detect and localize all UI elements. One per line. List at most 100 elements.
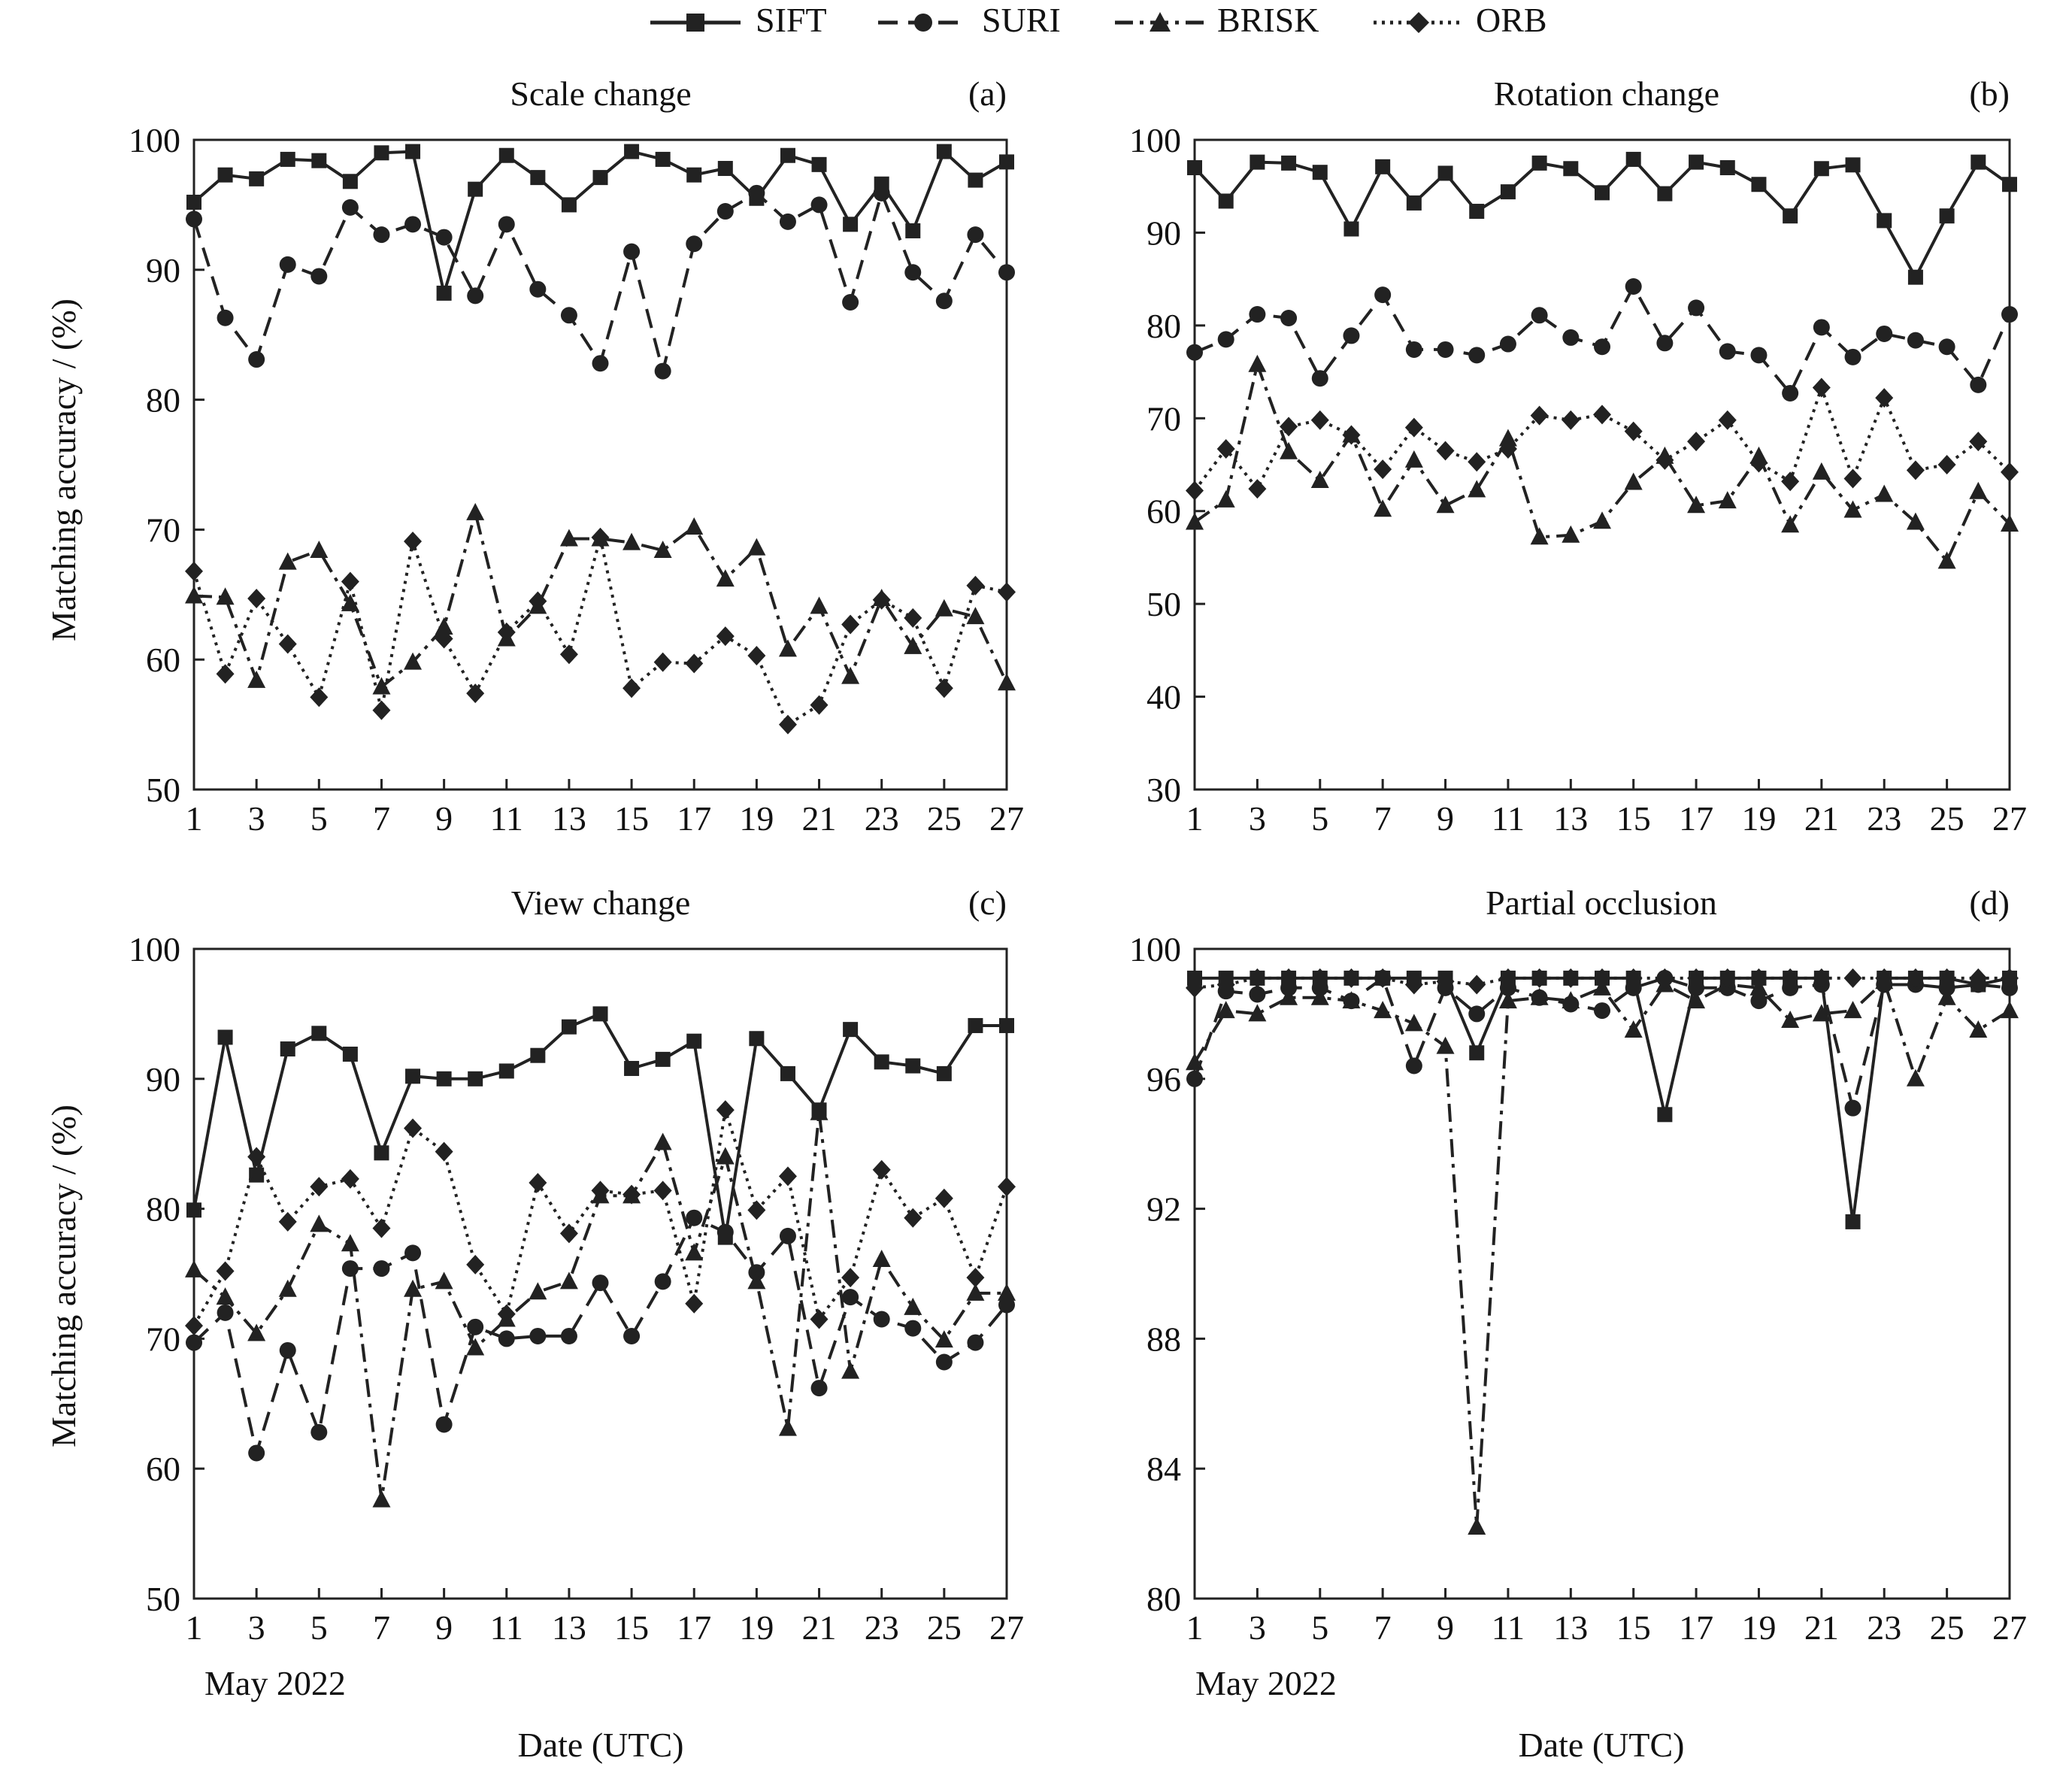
- data-point-orb: [1781, 471, 1800, 492]
- data-point-suri: [1249, 986, 1266, 1003]
- data-point-suri: [623, 243, 641, 260]
- x-tick-label: 1: [186, 1608, 203, 1647]
- data-point-brisk: [1248, 1004, 1267, 1022]
- data-point-orb: [1342, 968, 1361, 988]
- y-tick-label: 84: [1147, 1450, 1181, 1488]
- data-point-orb: [2001, 462, 2019, 482]
- x-tick-label: 17: [1679, 1608, 1713, 1647]
- data-point-brisk: [1530, 527, 1549, 545]
- data-point-suri: [935, 1353, 953, 1371]
- data-point-orb: [216, 1261, 235, 1281]
- plot-area: [1193, 947, 2011, 1600]
- data-point-orb: [404, 1118, 423, 1138]
- data-point-suri: [310, 1423, 328, 1441]
- data-point-orb: [310, 1177, 329, 1197]
- plot-frame: [192, 138, 1008, 791]
- data-point-orb: [1280, 417, 1298, 437]
- series-line-brisk: [1193, 980, 2011, 1529]
- x-tick-label: 11: [490, 799, 523, 838]
- panel-title: Rotation change: [1494, 74, 1719, 113]
- data-point-suri: [404, 1244, 422, 1262]
- x-tick-label: 21: [1804, 1608, 1839, 1647]
- series-line-suri: [192, 1216, 1008, 1455]
- data-point-sift: [374, 1145, 389, 1161]
- series-group: [1186, 968, 2019, 1535]
- data-point-suri: [810, 196, 828, 214]
- data-point-suri: [1719, 343, 1736, 360]
- x-axis-label-left: Date (UTC): [518, 1726, 684, 1764]
- data-point-orb: [1969, 968, 1988, 988]
- data-point-suri: [217, 1304, 234, 1321]
- data-point-brisk: [247, 670, 266, 688]
- data-point-brisk: [841, 1361, 860, 1379]
- data-point-orb: [1781, 968, 1800, 988]
- data-point-suri: [1343, 327, 1360, 344]
- data-point-orb: [1593, 968, 1611, 988]
- legend-marker-orb: [1408, 12, 1429, 33]
- data-point-suri: [716, 203, 734, 220]
- y-tick-label: 92: [1147, 1190, 1181, 1229]
- data-point-sift: [968, 172, 983, 188]
- data-point-suri: [779, 1227, 796, 1244]
- data-point-orb: [1812, 377, 1831, 398]
- x-tick-label: 21: [802, 799, 837, 838]
- data-point-orb: [1498, 968, 1517, 988]
- data-point-sift: [874, 1054, 889, 1070]
- data-point-orb: [841, 614, 860, 635]
- data-point-sift: [1907, 269, 1923, 285]
- panel-letter: (c): [968, 883, 1007, 922]
- x-tick-label: 19: [739, 1608, 774, 1647]
- data-point-brisk: [1687, 496, 1706, 514]
- data-point-orb: [1436, 971, 1455, 992]
- data-point-sift: [843, 1022, 859, 1038]
- data-point-brisk: [904, 636, 922, 654]
- data-point-sift: [749, 1031, 765, 1047]
- data-point-sift: [1375, 159, 1391, 174]
- data-point-sift: [1563, 161, 1579, 177]
- data-point-sift: [530, 170, 546, 186]
- data-point-suri: [686, 1209, 703, 1226]
- data-point-brisk: [1248, 354, 1267, 372]
- data-point-brisk: [278, 552, 297, 570]
- x-tick-label: 7: [1374, 799, 1392, 838]
- x-tick-label: 13: [1553, 1608, 1588, 1647]
- data-point-suri: [686, 235, 703, 253]
- data-point-suri: [842, 1289, 859, 1306]
- data-point-brisk: [685, 1243, 704, 1261]
- data-point-brisk: [559, 529, 578, 547]
- data-point-orb: [1216, 974, 1235, 995]
- data-point-sift: [1343, 221, 1359, 237]
- data-point-sift: [843, 217, 859, 232]
- data-point-suri: [435, 229, 453, 246]
- x-tick-label: 19: [1741, 1608, 1776, 1647]
- data-point-brisk: [185, 1259, 203, 1277]
- data-point-sift: [1719, 160, 1735, 176]
- data-point-orb: [685, 653, 704, 674]
- data-point-orb: [1248, 968, 1267, 988]
- x-tick-label: 1: [186, 799, 203, 838]
- data-point-orb: [1937, 968, 1956, 988]
- data-point-sift: [717, 161, 733, 177]
- data-point-brisk: [1812, 462, 1831, 480]
- data-point-suri: [1970, 376, 1987, 393]
- data-point-brisk: [1404, 450, 1423, 468]
- x-tick-label: 3: [1249, 799, 1266, 838]
- data-point-brisk: [372, 677, 391, 695]
- data-point-orb: [1562, 968, 1580, 988]
- data-point-orb: [1404, 974, 1423, 995]
- data-point-orb: [1875, 968, 1894, 988]
- data-point-orb: [1530, 968, 1549, 988]
- x-tick-label: 23: [1867, 799, 1901, 838]
- data-point-sift: [1218, 193, 1234, 209]
- data-point-orb: [623, 678, 641, 699]
- data-point-brisk: [778, 1418, 797, 1436]
- data-point-suri: [623, 1327, 641, 1344]
- data-point-brisk: [716, 1147, 735, 1165]
- data-point-sift: [655, 151, 671, 167]
- data-point-orb: [185, 561, 203, 581]
- data-point-orb: [966, 1268, 985, 1288]
- data-point-suri: [186, 1334, 202, 1351]
- data-point-suri: [1938, 338, 1955, 356]
- data-point-orb: [372, 1218, 391, 1238]
